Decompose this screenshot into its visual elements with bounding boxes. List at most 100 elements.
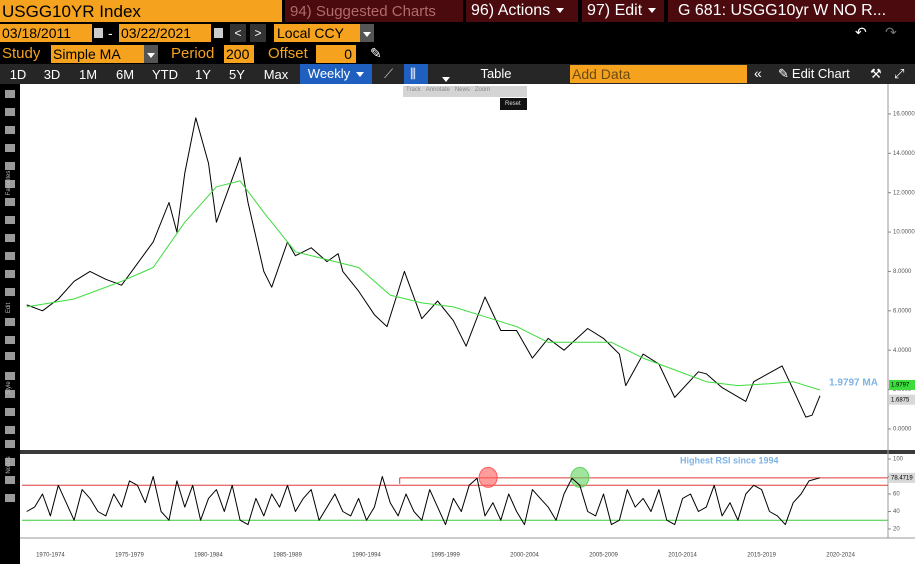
tool-icon[interactable] xyxy=(5,458,15,466)
tool-icon[interactable] xyxy=(5,426,15,434)
y-tick-label: 60 xyxy=(893,492,900,498)
last-value-box xyxy=(889,472,915,483)
y-tick-label: 14.0000 xyxy=(893,151,915,157)
add-data-field[interactable]: Add Data xyxy=(570,65,747,83)
expand-button[interactable]: ⤢ xyxy=(894,66,905,81)
tool-icon[interactable] xyxy=(5,288,15,296)
x-tick-label: 2015-2019 xyxy=(747,553,776,559)
suggested-charts[interactable]: 94) Suggested Charts xyxy=(285,0,463,22)
tool-icon[interactable] xyxy=(5,476,15,484)
range-button[interactable]: 3D xyxy=(43,67,61,82)
x-tick-label: 1970-1974 xyxy=(36,553,65,559)
next-button[interactable]: > xyxy=(250,24,266,42)
y-tick-label: 16.0000 xyxy=(893,112,915,118)
offset-field[interactable]: 0 xyxy=(316,45,356,63)
frequency-button[interactable]: Weekly xyxy=(300,64,372,84)
frequency-label: Weekly xyxy=(307,66,351,81)
highlight xyxy=(478,466,498,488)
actions-menu[interactable]: 96) Actions xyxy=(466,0,578,22)
tool-icon[interactable] xyxy=(5,144,15,152)
tool-icon[interactable] xyxy=(5,162,15,170)
range-button[interactable]: Max xyxy=(263,67,289,82)
period-field[interactable]: 200 xyxy=(224,45,254,63)
tool-icon[interactable] xyxy=(5,352,15,360)
range-button[interactable]: 1M xyxy=(78,67,98,82)
x-tick-label: 2010-2014 xyxy=(668,553,697,559)
line-chart-icon[interactable]: ⟋ xyxy=(384,66,394,81)
plot-background xyxy=(20,84,915,564)
x-tick-label: 1980-1984 xyxy=(194,553,223,559)
tool-icon[interactable] xyxy=(5,252,15,260)
reset-button[interactable]: Reset xyxy=(500,98,527,110)
range-button[interactable]: 1D xyxy=(9,67,27,82)
tool-icon[interactable] xyxy=(5,336,15,344)
tool-icon[interactable] xyxy=(5,126,15,134)
range-button[interactable]: 6M xyxy=(115,67,135,82)
popup-item[interactable]: Annotate xyxy=(425,87,450,93)
start-date[interactable]: 03/18/2011 xyxy=(0,24,92,42)
security-field[interactable]: USGG10YR Index xyxy=(0,0,282,22)
settings-button[interactable]: ⚒ xyxy=(870,66,882,81)
tool-icon[interactable] xyxy=(5,408,15,416)
side-label: Nodes xyxy=(6,456,12,474)
tool-icon[interactable] xyxy=(5,108,15,116)
tool-icon[interactable] xyxy=(5,494,15,502)
end-date[interactable]: 03/22/2021 xyxy=(119,24,211,42)
series-line xyxy=(26,476,821,526)
last-value-box xyxy=(889,394,915,405)
y-tick-label: 4.0000 xyxy=(893,348,912,354)
currency-field[interactable]: Local CCY xyxy=(274,24,360,42)
chart-name[interactable]: G 681: USGG10yr W NO R... xyxy=(668,0,915,22)
pen-icon[interactable]: ✎ xyxy=(370,46,382,60)
redo-button[interactable]: ↷ xyxy=(885,25,897,40)
y-tick-label: 20 xyxy=(893,527,900,533)
table-button[interactable]: Table xyxy=(480,66,512,81)
x-tick-label: 2000-2004 xyxy=(510,553,539,559)
y-tick-label: 2.0000 xyxy=(893,387,912,393)
y-tick-label: 10.0000 xyxy=(893,230,915,236)
edit-chart-button[interactable]: ✎ Edit Chart xyxy=(778,66,850,81)
bar-chart-icon[interactable]: ⫼ xyxy=(404,64,428,84)
tool-icon[interactable] xyxy=(5,440,15,448)
tool-icon[interactable] xyxy=(5,390,15,398)
side-label: Edit xyxy=(6,302,12,314)
range-button[interactable]: YTD xyxy=(152,67,178,82)
range-button[interactable]: 1Y xyxy=(195,67,211,82)
chart-mode-popup: Track Annotate News Zoom xyxy=(403,86,527,97)
tool-icon[interactable] xyxy=(5,234,15,242)
tool-icon[interactable] xyxy=(5,198,15,206)
offset-label: Offset xyxy=(268,46,308,61)
x-tick-label: 2005-2009 xyxy=(589,553,618,559)
popup-item[interactable]: Track xyxy=(406,87,421,93)
undo-button[interactable]: ↶ xyxy=(855,25,867,40)
popup-item[interactable]: Zoom xyxy=(474,87,491,93)
y-tick-label: 0.0000 xyxy=(893,427,912,433)
last-value-label: 78.4719 xyxy=(891,475,913,481)
range-button[interactable]: 5Y xyxy=(229,67,245,82)
tool-icon[interactable] xyxy=(5,216,15,224)
y-tick-label: 12.0000 xyxy=(893,190,915,196)
series-line xyxy=(26,117,821,418)
prev-button[interactable]: < xyxy=(230,24,246,42)
tool-icon[interactable] xyxy=(5,270,15,278)
rsi-annotation: Highest RSI since 1994 xyxy=(680,455,779,465)
popup-item[interactable]: News xyxy=(454,87,470,93)
study-field[interactable]: Simple MA xyxy=(51,45,144,63)
tool-icon[interactable] xyxy=(5,90,15,98)
period-label: Period xyxy=(171,46,215,61)
calendar-icon[interactable] xyxy=(94,28,103,38)
chart-type-dropdown[interactable] xyxy=(436,64,460,84)
collapse-button[interactable]: « xyxy=(754,65,762,81)
edit-menu[interactable]: 97) Edit xyxy=(582,0,664,22)
currency-dropdown[interactable] xyxy=(360,24,374,42)
tool-icon[interactable] xyxy=(5,180,15,188)
date-separator: - xyxy=(108,26,113,40)
x-tick-label: 2020-2024 xyxy=(826,553,855,559)
calendar-icon[interactable] xyxy=(214,28,223,38)
tool-icon[interactable] xyxy=(5,372,15,380)
study-dropdown[interactable] xyxy=(144,45,158,63)
study-label: Study xyxy=(2,46,41,61)
x-tick-label: 1990-1994 xyxy=(352,553,381,559)
tool-icon[interactable] xyxy=(5,318,15,326)
